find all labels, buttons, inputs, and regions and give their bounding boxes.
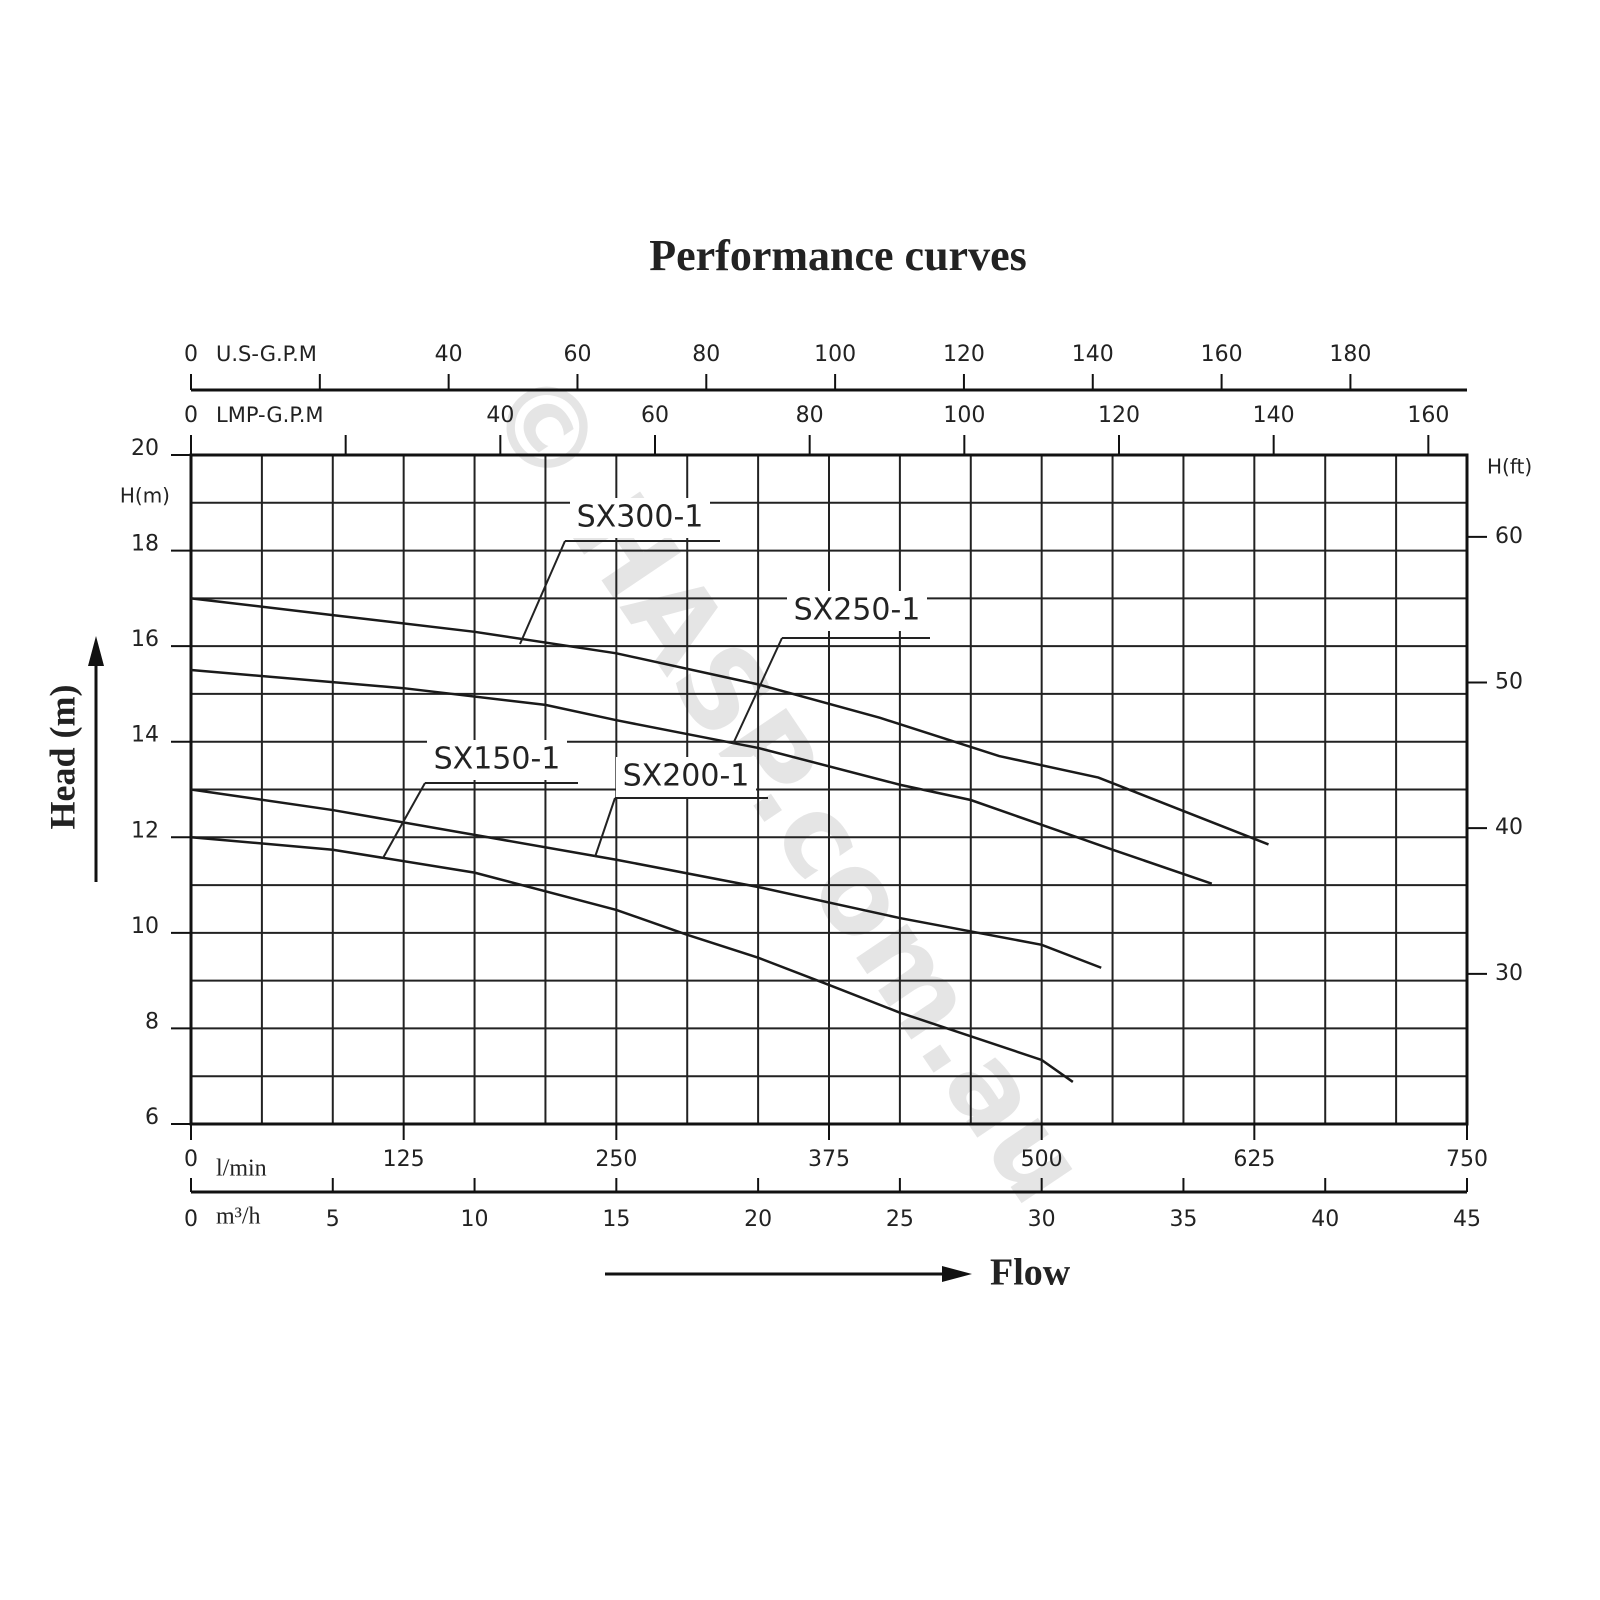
label-leader (732, 637, 783, 745)
secondary-x-tick-label: 40 (486, 403, 514, 428)
secondary-x-tick-label: 100 (943, 403, 985, 428)
secondary-x-tick-label: 625 (1233, 1147, 1275, 1172)
secondary-x-tick-label: 375 (808, 1147, 850, 1172)
secondary-x-tick-label: 140 (1072, 342, 1114, 367)
y2-tick-label: 50 (1495, 670, 1523, 695)
y2-tick-label: 30 (1495, 961, 1523, 986)
x-tick-label: 35 (1169, 1207, 1197, 1232)
x-unit: m³/h (216, 1204, 261, 1230)
chart-title: Performance curves (649, 231, 1026, 280)
series-label-bg (570, 498, 710, 538)
secondary-x-tick-label: 250 (595, 1147, 637, 1172)
secondary-x-tick-label: 0 (184, 1147, 198, 1172)
series-label: SX300-1 (577, 500, 704, 535)
series-label: SX250-1 (794, 593, 921, 628)
secondary-x-unit: l/min (216, 1156, 267, 1182)
y-axis-title: Head (m) (42, 685, 82, 830)
y-tick-label: 12 (131, 818, 159, 843)
secondary-x-tick-label: 140 (1253, 403, 1295, 428)
secondary-x-unit: LMP-G.P.M (216, 403, 324, 427)
secondary-x-tick-label: 80 (692, 342, 720, 367)
series-label-bg (616, 757, 756, 797)
x-tick-label: 5 (326, 1207, 340, 1232)
secondary-x-tick-label: 120 (1098, 403, 1140, 428)
label-leader (594, 797, 616, 858)
y2-unit: H(ft) (1487, 455, 1532, 479)
y-unit: H(m) (120, 484, 170, 508)
secondary-x-tick-label: 125 (383, 1147, 425, 1172)
secondary-x-tick-label: 0 (184, 403, 198, 428)
secondary-x-unit: U.S-G.P.M (216, 342, 317, 366)
series-label: SX200-1 (623, 759, 750, 794)
y-tick-label: 20 (131, 436, 159, 461)
secondary-x-tick-label: 0 (184, 342, 198, 367)
y-tick-label: 16 (131, 627, 159, 652)
y-tick-label: 18 (131, 532, 159, 557)
secondary-x-tick-label: 500 (1021, 1147, 1063, 1172)
secondary-x-tick-label: 180 (1329, 342, 1371, 367)
series-label-bg (787, 591, 927, 631)
x-tick-label: 40 (1311, 1207, 1339, 1232)
y-tick-label: 14 (131, 723, 159, 748)
x-tick-label: 25 (886, 1207, 914, 1232)
y-tick-label: 10 (131, 914, 159, 939)
secondary-x-tick-label: 40 (435, 342, 463, 367)
y-tick-label: 6 (145, 1105, 159, 1130)
curve (190, 836, 1074, 1083)
series-label: SX150-1 (434, 742, 561, 777)
x-axis-arrowhead (942, 1266, 972, 1282)
y-tick-label: 8 (145, 1009, 159, 1034)
secondary-x-tick-label: 60 (641, 403, 669, 428)
x-axis-title: Flow (990, 1252, 1071, 1294)
x-tick-label: 10 (461, 1207, 489, 1232)
x-tick-label: 15 (602, 1207, 630, 1232)
series-label-bg (427, 740, 567, 780)
x-tick-label: 45 (1453, 1207, 1481, 1232)
curve (190, 788, 1102, 969)
curve (190, 597, 1269, 846)
secondary-x-tick-label: 60 (563, 342, 591, 367)
secondary-x-tick-label: 120 (943, 342, 985, 367)
label-leader (382, 782, 426, 859)
x-tick-label: 30 (1028, 1207, 1056, 1232)
y2-tick-label: 60 (1495, 524, 1523, 549)
x-tick-label: 0 (184, 1207, 198, 1232)
secondary-x-tick-label: 160 (1201, 342, 1243, 367)
x-tick-label: 20 (744, 1207, 772, 1232)
label-leader (519, 540, 566, 645)
curve (190, 668, 1213, 885)
y-axis-arrowhead (88, 636, 104, 666)
secondary-x-tick-label: 100 (814, 342, 856, 367)
y2-tick-label: 40 (1495, 815, 1523, 840)
secondary-x-tick-label: 80 (796, 403, 824, 428)
secondary-x-tick-label: 750 (1446, 1147, 1488, 1172)
secondary-x-tick-label: 160 (1407, 403, 1449, 428)
